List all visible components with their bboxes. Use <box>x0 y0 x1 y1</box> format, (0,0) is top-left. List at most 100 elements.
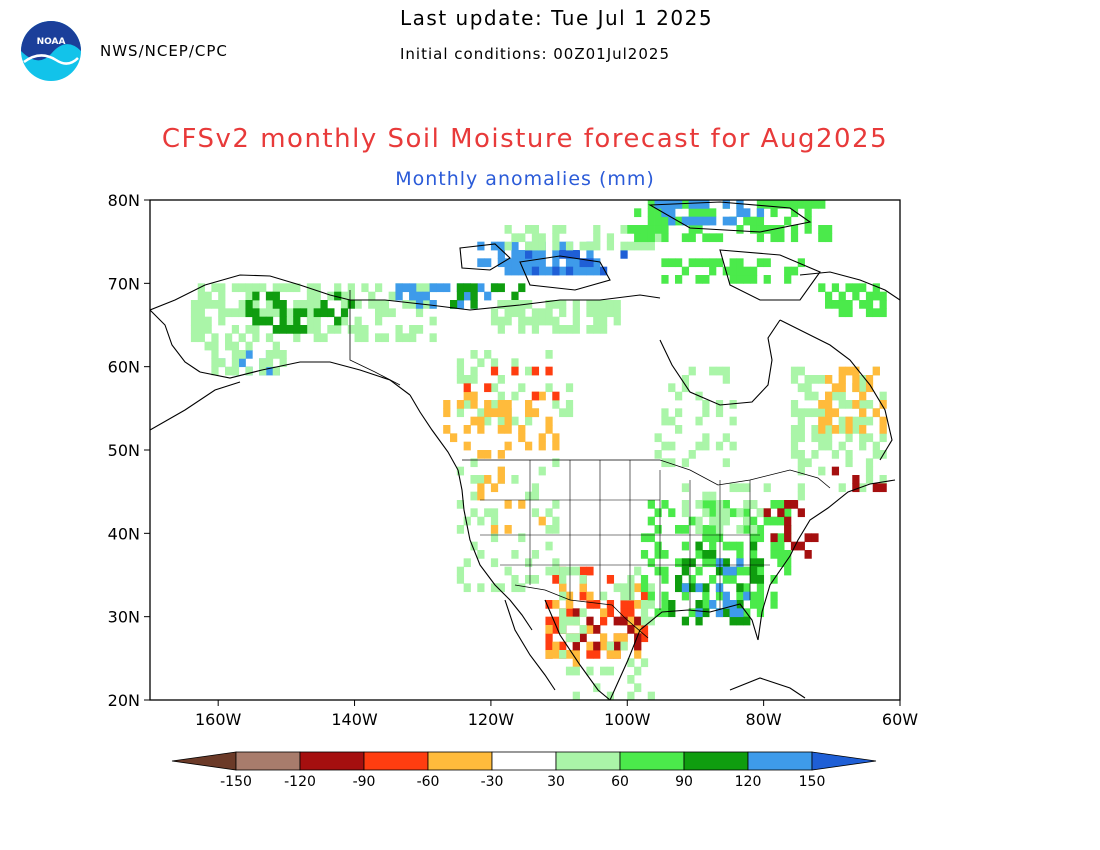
anomaly-cell <box>681 216 690 226</box>
anomaly-cell <box>511 475 519 484</box>
anomaly-cell <box>545 300 553 309</box>
anomaly-cell <box>600 300 608 309</box>
anomaly-cell <box>381 300 390 309</box>
anomaly-cell <box>429 283 437 293</box>
anomaly-cell <box>647 516 655 526</box>
anomaly-cell <box>463 400 471 409</box>
anomaly-cell <box>470 300 478 309</box>
colorbar: -150 -120 -90 -60 -30 30 60 90 120 150 <box>171 751 877 790</box>
anomaly-cell <box>613 641 621 651</box>
anomaly-cell <box>190 325 199 334</box>
anomaly-cell <box>204 316 212 326</box>
anomaly-cell <box>606 600 615 609</box>
anomaly-cell <box>729 566 737 576</box>
anomaly-cell <box>525 316 533 326</box>
anomaly-cell <box>565 650 574 659</box>
anomaly-cell <box>354 316 362 326</box>
anomaly-cell <box>477 358 485 368</box>
anomaly-cell <box>838 291 846 301</box>
anomaly-cell <box>545 308 553 318</box>
y-tick-label: 40N <box>108 524 140 543</box>
anomaly-cell <box>688 200 696 209</box>
coastline-greenland <box>799 271 900 301</box>
x-tick-label: 160W <box>195 710 242 729</box>
anomaly-cell <box>565 266 574 276</box>
anomaly-cell <box>702 558 710 568</box>
anomaly-cell <box>545 633 553 643</box>
border-alaska-canada <box>349 290 401 386</box>
anomaly-cell <box>750 525 758 534</box>
anomaly-cell <box>518 583 526 593</box>
anomaly-cell <box>245 291 253 301</box>
anomaly-cell <box>715 583 724 593</box>
anomaly-cell <box>272 291 280 301</box>
anomaly-cell <box>511 583 519 593</box>
anomaly-cell <box>231 350 240 359</box>
anomaly-cell <box>504 500 512 509</box>
anomaly-cell <box>852 383 860 393</box>
anomaly-cell <box>859 375 867 384</box>
anomaly-cell <box>559 300 567 309</box>
y-tick-label: 20N <box>108 691 140 710</box>
anomaly-cell <box>334 283 342 293</box>
anomaly-cell <box>681 525 690 534</box>
colorbar-swatch <box>683 751 749 771</box>
anomaly-cell <box>750 558 758 568</box>
anomaly-cell <box>790 208 799 218</box>
anomaly-cell <box>668 416 676 426</box>
x-tick-label: 140W <box>331 710 378 729</box>
anomaly-cell <box>572 258 580 268</box>
anomaly-cell <box>743 583 751 593</box>
anomaly-cell <box>340 308 349 318</box>
anomaly-cell <box>306 308 315 318</box>
anomaly-cell <box>340 316 349 326</box>
anomaly-cell <box>722 366 730 376</box>
anomaly-cell <box>818 416 826 426</box>
colorbar-label: -90 <box>353 774 376 790</box>
anomaly-cell <box>715 366 724 376</box>
anomaly-cell <box>709 491 717 501</box>
anomaly-cell <box>702 275 710 284</box>
anomaly-cell <box>825 400 833 409</box>
anomaly-cell <box>490 383 499 393</box>
anomaly-cell <box>443 425 451 434</box>
anomaly-cell <box>702 583 710 593</box>
anomaly-cell <box>865 400 874 409</box>
coastline-pacific-canada <box>409 394 459 471</box>
anomaly-cell <box>838 416 846 426</box>
colorbar-swatch <box>555 751 621 771</box>
anomaly-cell <box>204 291 212 301</box>
anomaly-cell <box>279 308 287 318</box>
colorbar-swatch <box>427 751 493 771</box>
anomaly-cell <box>681 508 690 518</box>
anomaly-cell <box>661 408 669 418</box>
y-tick-label: 50N <box>108 441 140 460</box>
anomaly-cell <box>797 458 805 468</box>
anomaly-cell <box>470 283 478 293</box>
anomaly-cell <box>879 291 887 301</box>
anomaly-cell <box>218 283 226 293</box>
anomaly-cell <box>709 500 717 509</box>
anomaly-cell <box>552 233 560 243</box>
anomaly-cell <box>279 325 287 334</box>
anomaly-cell <box>470 491 478 501</box>
anomaly-cell <box>702 258 710 268</box>
anomaly-cell <box>661 258 669 268</box>
anomaly-cell <box>695 208 703 218</box>
island-ellesmere <box>648 201 812 233</box>
island-victoria <box>519 255 611 291</box>
anomaly-cell <box>750 533 758 543</box>
anomaly-cell <box>736 266 744 276</box>
anomaly-cell <box>661 591 669 601</box>
anomaly-cell <box>252 291 260 301</box>
anomaly-cell <box>204 325 212 334</box>
anomaly-cell <box>852 475 860 484</box>
anomaly-cell <box>654 608 662 618</box>
anomaly-cell <box>252 300 260 309</box>
anomaly-cell <box>211 341 219 351</box>
anomaly-cell <box>818 400 826 409</box>
anomaly-cell <box>593 225 601 234</box>
anomaly-cell <box>579 633 587 643</box>
anomaly-cell <box>525 366 533 376</box>
anomaly-cell <box>756 600 765 609</box>
